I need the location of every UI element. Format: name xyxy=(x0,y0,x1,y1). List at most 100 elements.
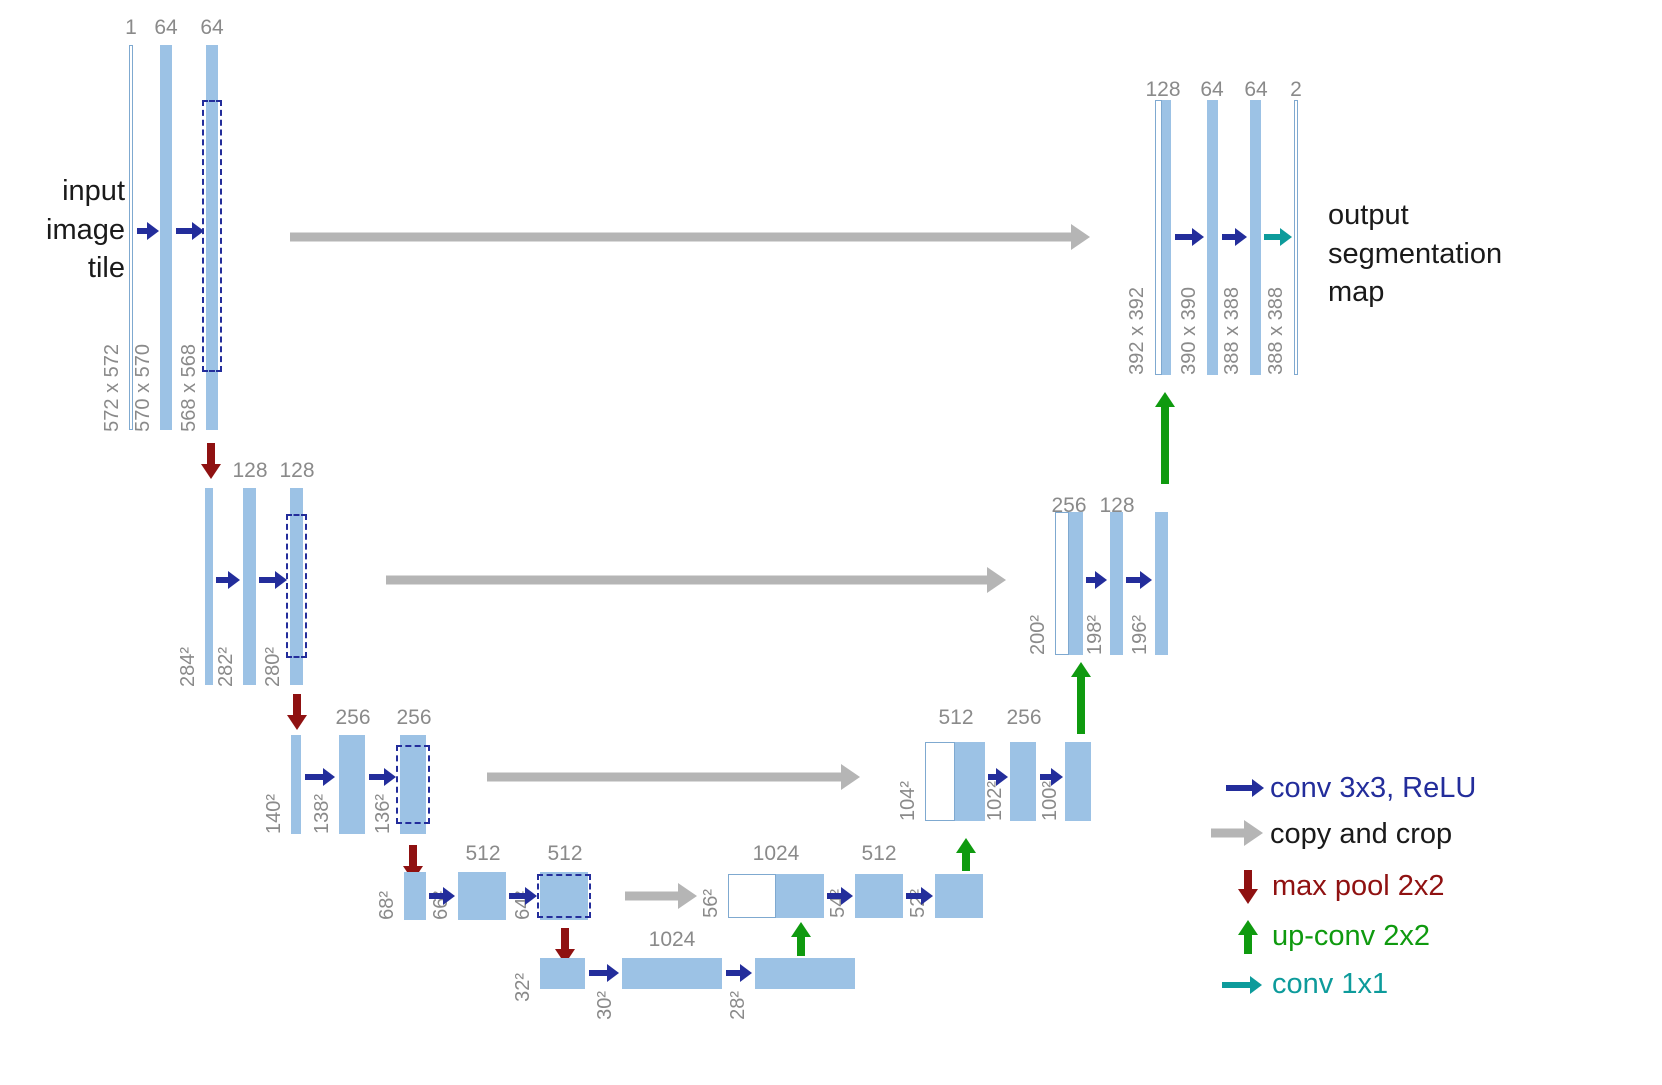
crop-region-outline xyxy=(286,514,307,658)
spatial-size-label: 136² xyxy=(372,793,394,834)
up-conv-arrow-icon xyxy=(790,922,812,956)
conv3x3-arrow-icon xyxy=(429,887,455,905)
feature-map-bar xyxy=(855,874,903,918)
feature-map-bar xyxy=(243,488,256,685)
spatial-size-label: 140² xyxy=(263,793,285,834)
input-label-line: input xyxy=(62,175,125,207)
spatial-size-label: 200² xyxy=(1027,614,1049,655)
spatial-size-label: 570 x 570 xyxy=(132,344,154,432)
feature-map-bar xyxy=(755,958,855,989)
spatial-size-label: 388 x 388 xyxy=(1265,287,1287,375)
feature-map-bar xyxy=(1250,100,1261,375)
spatial-size-label: 568 x 568 xyxy=(178,344,200,432)
conv3x3-arrow-icon xyxy=(726,964,752,982)
spatial-size-label: 138² xyxy=(311,793,333,834)
spatial-size-label: 56² xyxy=(700,889,722,918)
feature-map-bar xyxy=(540,872,588,920)
conv3x3-arrow-icon xyxy=(1226,779,1264,797)
output-label-line: segmentation xyxy=(1328,237,1503,270)
copy-crop-arrow-icon xyxy=(625,883,697,909)
copy-crop-arrow-icon xyxy=(1211,820,1263,846)
copy-crop-arrow-icon xyxy=(487,764,860,790)
spatial-size-label: 102² xyxy=(984,780,1006,821)
copied-feature-map-bar xyxy=(728,874,776,918)
conv1x1-arrow-icon xyxy=(1222,976,1262,994)
output-segmentation-bar xyxy=(1294,100,1298,375)
feature-map-bar xyxy=(1155,512,1168,655)
conv3x3-arrow-icon xyxy=(176,222,204,240)
conv3x3-arrow-icon xyxy=(1175,228,1204,246)
crop-region-outline xyxy=(537,874,591,918)
channel-count-label: 256 xyxy=(1006,706,1042,729)
feature-map-bar xyxy=(291,735,301,834)
legend-label-conv1x1: conv 1x1 xyxy=(1272,968,1389,1000)
feature-map-bar xyxy=(622,958,722,989)
up-conv-arrow-icon xyxy=(1070,662,1092,734)
spatial-size-label: 280² xyxy=(262,646,284,687)
feature-map-bar xyxy=(955,742,985,821)
conv3x3-arrow-icon xyxy=(216,571,240,589)
conv3x3-arrow-icon xyxy=(1222,228,1247,246)
conv1x1-arrow-icon xyxy=(1264,228,1292,246)
spatial-size-label: 388 x 388 xyxy=(1221,287,1243,375)
copy-crop-arrow-icon xyxy=(386,567,1006,593)
channel-count-label: 512 xyxy=(938,706,974,729)
channel-count-label: 64 xyxy=(1244,78,1268,101)
legend-label-upconv: up-conv 2x2 xyxy=(1272,920,1430,952)
input-label-line: tile xyxy=(87,252,125,285)
max-pool-arrow-icon xyxy=(1237,870,1259,904)
crop-region-outline xyxy=(202,100,222,372)
crop-region-outline xyxy=(396,745,430,824)
conv3x3-arrow-icon xyxy=(259,571,287,589)
spatial-size-label: 198² xyxy=(1084,614,1106,655)
channel-count-label: 512 xyxy=(547,842,583,865)
spatial-size-label: 100² xyxy=(1039,780,1061,821)
input-label-line: image xyxy=(46,213,125,246)
spatial-size-label: 68² xyxy=(376,891,398,920)
copied-feature-map-bar xyxy=(925,742,955,821)
conv3x3-arrow-icon xyxy=(369,768,396,786)
channel-count-label: 1024 xyxy=(752,842,800,865)
conv3x3-arrow-icon xyxy=(1040,768,1063,786)
spatial-size-label: 32² xyxy=(512,973,534,1002)
up-conv-arrow-icon xyxy=(1237,920,1259,954)
copied-feature-map-bar xyxy=(1155,100,1162,375)
conv3x3-arrow-icon xyxy=(827,887,853,905)
up-conv-arrow-icon xyxy=(1153,392,1177,484)
feature-map-bar xyxy=(290,488,303,685)
feature-map-bar xyxy=(1010,742,1036,821)
conv3x3-arrow-icon xyxy=(305,768,335,786)
output-label-line: output xyxy=(1328,199,1409,231)
feature-map-bar xyxy=(206,45,218,430)
conv3x3-arrow-icon xyxy=(906,887,933,905)
input-image-bar xyxy=(129,45,133,430)
channel-count-label: 64 xyxy=(154,16,178,39)
output-label-line: map xyxy=(1328,276,1385,309)
spatial-size-label: 390 x 390 xyxy=(1178,287,1200,375)
channel-count-label: 64 xyxy=(1200,78,1224,101)
feature-map-bar xyxy=(1207,100,1218,375)
conv3x3-arrow-icon xyxy=(988,768,1008,786)
feature-map-bar xyxy=(1065,742,1091,821)
copy-crop-arrow-icon xyxy=(290,224,1090,250)
feature-map-bar xyxy=(339,735,365,834)
legend-label-copycrop: copy and crop xyxy=(1270,818,1453,850)
conv3x3-arrow-icon xyxy=(509,887,537,905)
channel-count-label: 64 xyxy=(200,16,224,39)
spatial-size-label: 284² xyxy=(177,646,199,687)
channel-count-label: 128 xyxy=(279,459,315,482)
channel-count-label: 512 xyxy=(861,842,897,865)
feature-map-bar xyxy=(540,958,585,989)
output-segmentation-map-label: output segmentation map xyxy=(1328,196,1502,312)
feature-map-bar xyxy=(400,735,426,834)
channel-count-label: 256 xyxy=(1051,494,1087,517)
max-pool-arrow-icon xyxy=(200,443,222,479)
spatial-size-label: 572 x 572 xyxy=(101,344,123,432)
channel-count-label: 256 xyxy=(335,706,371,729)
feature-map-bar xyxy=(935,874,983,918)
spatial-size-label: 30² xyxy=(594,991,616,1020)
feature-map-bar xyxy=(1162,100,1171,375)
input-image-tile-label: input image tile xyxy=(20,172,125,288)
spatial-size-label: 28² xyxy=(727,991,749,1020)
feature-map-bar xyxy=(458,872,506,920)
